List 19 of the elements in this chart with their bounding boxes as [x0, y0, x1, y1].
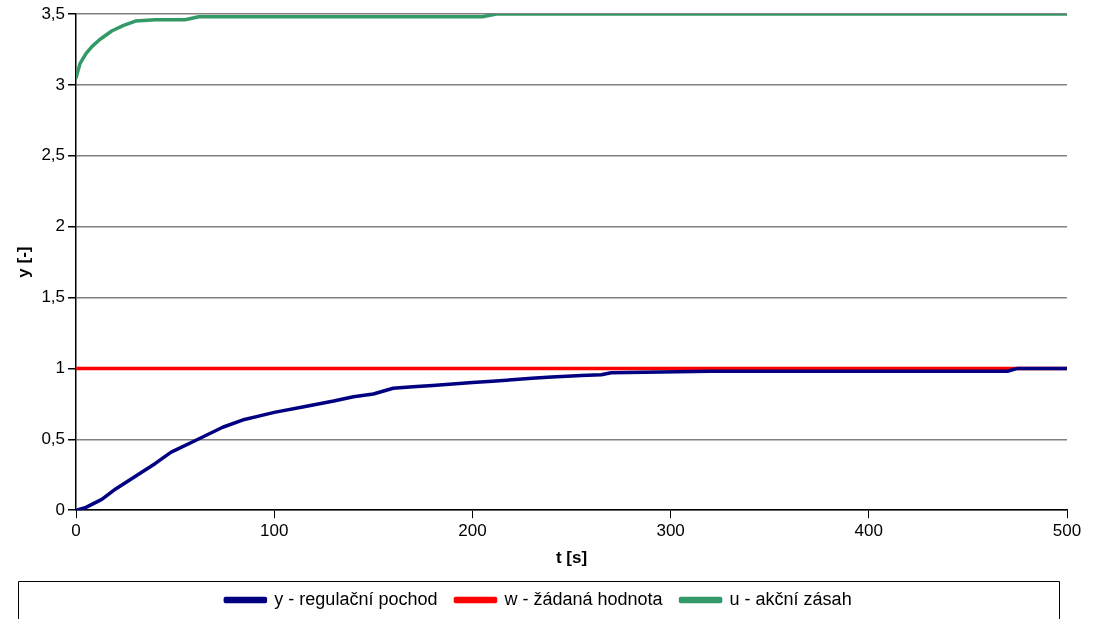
- x-tick-label: 500: [1052, 521, 1082, 541]
- y-axis-title: y [-]: [13, 246, 33, 278]
- legend-label: w - žádaná hodnota: [503, 588, 664, 609]
- y-tick-label: 2: [55, 216, 66, 236]
- x-tick-label: 0: [71, 521, 81, 541]
- y-tick-label: 3,5: [41, 3, 66, 23]
- x-axis-title: t [s]: [555, 548, 588, 568]
- legend-label: y - regulační pochod: [274, 588, 438, 609]
- y-tick-label: 0,5: [41, 429, 66, 448]
- y-tick-label: 1: [55, 358, 66, 378]
- y-tick-label: 1,5: [41, 287, 66, 307]
- x-tick-label: 200: [458, 521, 487, 541]
- y-tick-label: 0: [55, 499, 66, 519]
- legend-label: u - akční zásah: [729, 588, 852, 609]
- x-tick-label: 400: [854, 521, 883, 541]
- x-tick-label: 100: [260, 521, 289, 541]
- y-tick-label: 3: [55, 74, 66, 94]
- y-tick-label: 2,5: [41, 145, 66, 165]
- x-tick-label: 300: [656, 521, 685, 541]
